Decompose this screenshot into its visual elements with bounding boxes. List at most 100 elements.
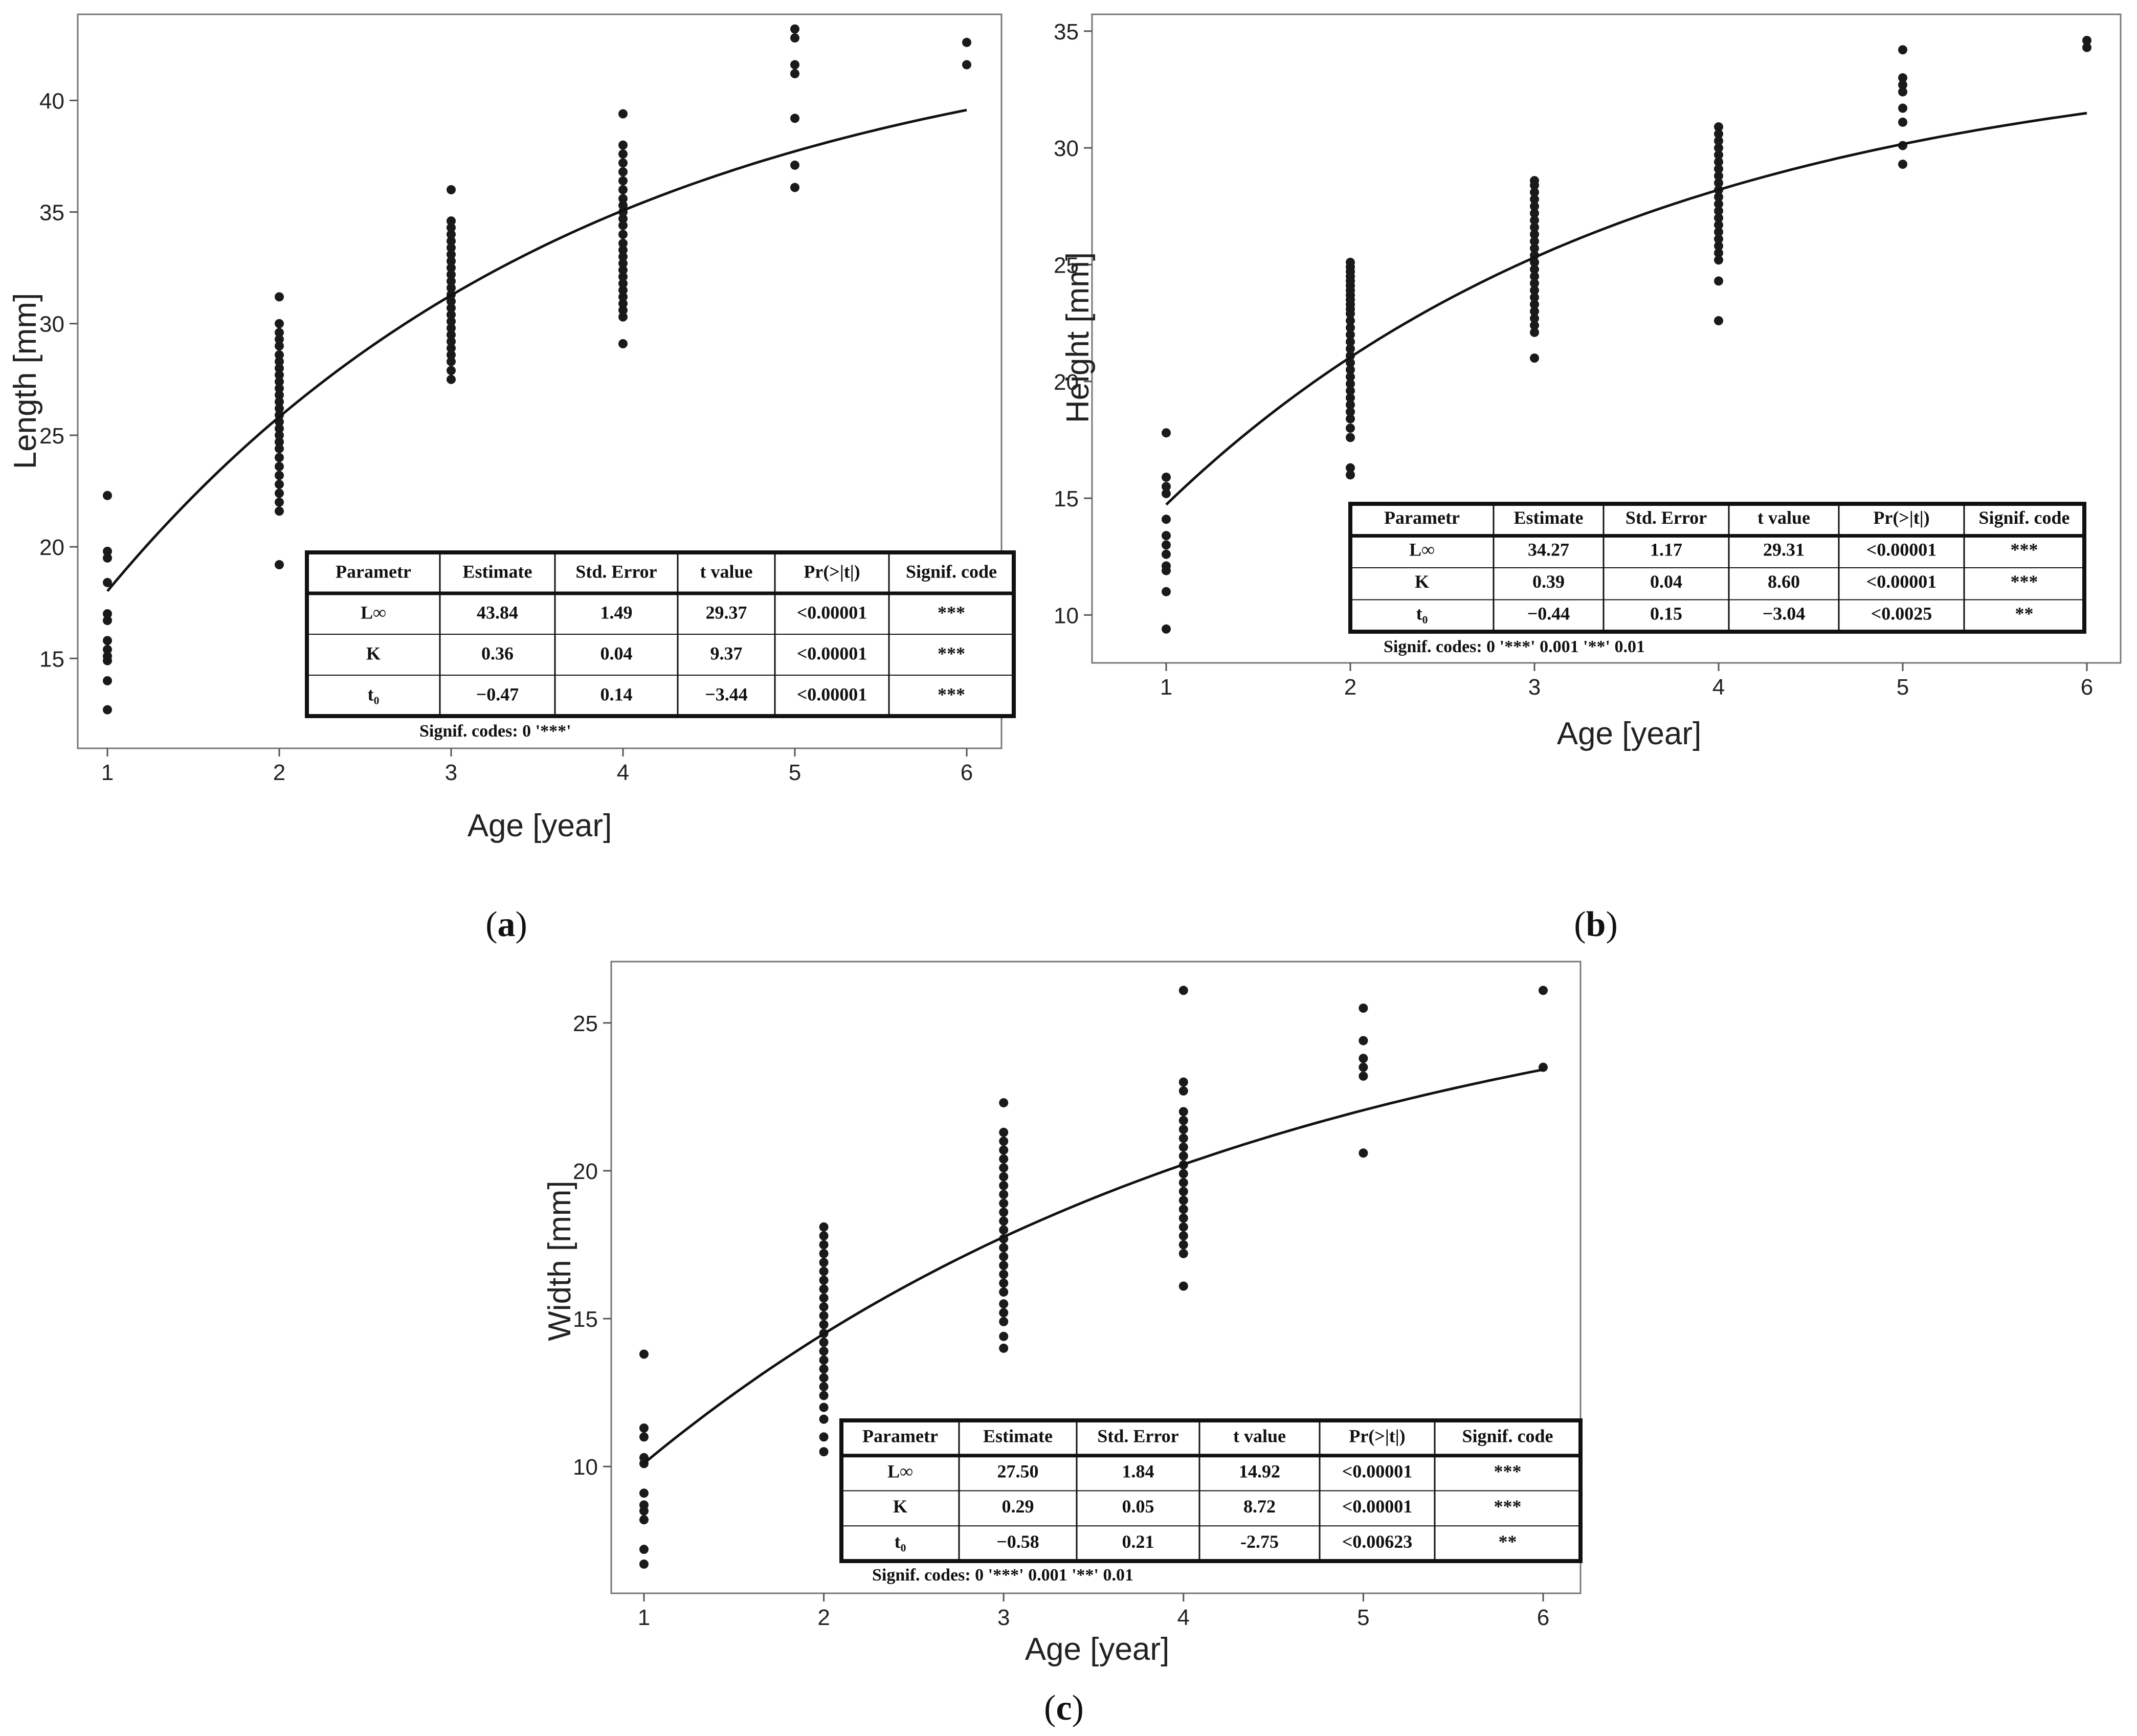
data-point [1162, 515, 1171, 524]
x-axis-ticks: 1 2 3 4 5 6 [1160, 663, 2093, 700]
x-tick-label: 5 [789, 760, 801, 785]
x-tick-label: 5 [1357, 1605, 1369, 1630]
data-point [819, 1231, 829, 1241]
data-point [1346, 316, 1355, 326]
data-point [1178, 1222, 1188, 1232]
table-header-cell: Pr(>|t|) [1873, 507, 1929, 528]
panel-label-c: (c) [1044, 1688, 1084, 1728]
data-point [1162, 472, 1171, 482]
table-header-cell: Signif. code [1978, 507, 2069, 528]
data-point [999, 1181, 1009, 1190]
panel-label-a: (a) [485, 905, 527, 944]
data-point [1539, 986, 1548, 995]
data-point [819, 1373, 829, 1383]
x-tick-label: 3 [997, 1605, 1010, 1630]
data-point [618, 258, 628, 268]
table-cell: *** [938, 684, 965, 705]
data-point [103, 491, 112, 500]
table-cell: 1.17 [1650, 539, 1682, 560]
data-point [1346, 424, 1355, 433]
data-point [447, 270, 456, 279]
data-point [447, 256, 456, 266]
data-point [1346, 309, 1355, 319]
data-point [639, 1349, 649, 1359]
data-point [275, 444, 284, 454]
table-cell: *** [2011, 539, 2038, 560]
table-cell: 0.04 [1650, 571, 1682, 592]
data-point [1162, 540, 1171, 550]
data-point [1178, 1205, 1188, 1214]
data-point [1714, 316, 1723, 326]
data-point [999, 1172, 1009, 1182]
growth-curve [106, 108, 967, 592]
data-point [103, 609, 112, 618]
data-point [275, 453, 284, 462]
panel-b: 1 2 3 4 5 6 10 15 20 25 30 35 Age [year] Height [m… [1054, 13, 2122, 944]
data-point [103, 676, 112, 685]
data-point [1359, 1054, 1368, 1063]
data-point [1346, 407, 1355, 417]
data-point [1714, 122, 1723, 132]
data-point [1178, 1125, 1188, 1134]
y-tick-label: 35 [1054, 19, 1079, 44]
table-cell: 43.84 [477, 603, 518, 623]
data-point [1898, 45, 1907, 55]
data-point [618, 292, 628, 302]
data-point [275, 341, 284, 351]
data-point [1530, 327, 1539, 337]
x-tick-label: 1 [101, 760, 114, 785]
table-header-cell: Std. Error [1097, 1426, 1178, 1446]
data-point [1178, 1077, 1188, 1087]
table-header-cell: t value [1233, 1426, 1286, 1446]
data-point [447, 263, 456, 273]
data-point [1530, 353, 1539, 363]
table-cell: 34.27 [1528, 539, 1569, 560]
data-point [819, 1284, 829, 1294]
data-point [1530, 194, 1539, 204]
data-point [999, 1190, 1009, 1199]
data-point [447, 350, 456, 360]
data-point [1898, 160, 1907, 169]
data-point [1530, 202, 1539, 211]
x-tick-label: 5 [1897, 675, 1909, 700]
table-cell: 1.84 [1122, 1461, 1154, 1481]
data-point [618, 158, 628, 168]
data-point [275, 350, 284, 360]
data-point [639, 1423, 649, 1433]
x-tick-label: 3 [1528, 675, 1541, 700]
table-header-cell: Std. Error [1626, 507, 1707, 528]
x-tick-label: 6 [961, 760, 973, 785]
data-point [1346, 323, 1355, 332]
data-point [1530, 222, 1539, 232]
data-point [999, 1145, 1009, 1155]
data-point [103, 656, 112, 665]
data-point [790, 160, 799, 170]
data-point [1714, 150, 1723, 160]
data-point [999, 1317, 1009, 1326]
data-point [1162, 531, 1171, 541]
y-tick-label: 10 [573, 1455, 598, 1480]
data-point [1178, 1086, 1188, 1096]
data-point [999, 1308, 1009, 1318]
data-point [275, 462, 284, 471]
data-point [790, 69, 799, 78]
data-point [819, 1355, 829, 1365]
data-point [1530, 293, 1539, 302]
table-cell: 0.29 [1002, 1496, 1034, 1517]
data-point [1162, 587, 1171, 596]
data-point [639, 1559, 649, 1569]
table-cell: −3.44 [705, 684, 748, 705]
data-point [1714, 171, 1723, 181]
data-point [1346, 470, 1355, 480]
data-point [790, 60, 799, 70]
data-point [819, 1222, 829, 1232]
x-tick-label: 4 [1177, 1605, 1190, 1630]
data-point [819, 1364, 829, 1374]
table-header-cell: Estimate [1514, 507, 1584, 528]
panel-c: 1 2 3 4 5 6 10 15 20 25 Age [year] Width [mm] Pa… [542, 961, 1583, 1728]
data-point [275, 560, 284, 569]
table-cell: L∞ [1409, 539, 1435, 560]
data-point [275, 328, 284, 338]
data-point [618, 140, 628, 150]
table-cell: −0.58 [996, 1531, 1039, 1552]
